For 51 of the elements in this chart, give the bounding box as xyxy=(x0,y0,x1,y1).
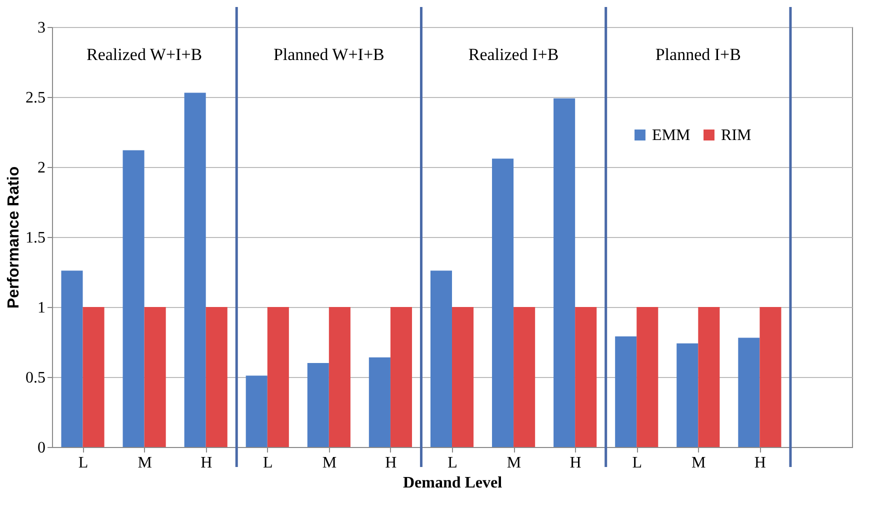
bar xyxy=(61,270,83,447)
annotation: Planned W+I+B xyxy=(273,45,384,64)
x-tick-label: M xyxy=(138,454,152,472)
x-tick-label: H xyxy=(385,454,398,472)
bar xyxy=(514,307,536,447)
bar xyxy=(554,98,576,447)
x-tick-label: L xyxy=(78,454,88,472)
bar xyxy=(430,270,452,447)
x-tick-label: H xyxy=(754,454,766,472)
bar xyxy=(615,336,637,447)
annotation: Realized W+I+B xyxy=(86,45,202,64)
bar xyxy=(246,376,268,447)
bar xyxy=(368,357,390,447)
y-tick-label: 1.5 xyxy=(26,230,46,246)
bar xyxy=(698,307,720,447)
bar xyxy=(144,307,166,447)
bar xyxy=(492,158,514,447)
bar xyxy=(122,150,144,447)
bar xyxy=(206,307,228,447)
bar xyxy=(636,307,658,447)
annotation: Realized I+B xyxy=(468,45,559,64)
bar xyxy=(328,307,350,447)
x-tick-label: L xyxy=(448,454,458,472)
bar xyxy=(676,343,698,447)
legend-label: RIM xyxy=(721,127,752,144)
bar xyxy=(738,338,760,447)
bar xyxy=(267,307,289,447)
x-axis-title: Demand Level xyxy=(402,474,503,492)
y-axis-title: Performance Ratio xyxy=(6,166,22,309)
x-tick-label: L xyxy=(262,454,273,472)
x-tick-label: M xyxy=(506,454,522,472)
bar xyxy=(760,307,782,447)
bar xyxy=(82,307,104,447)
bar xyxy=(307,363,329,447)
bar xyxy=(184,92,206,447)
x-tick-label: M xyxy=(322,454,337,472)
x-tick-label: H xyxy=(570,454,582,472)
bar xyxy=(575,307,597,447)
y-tick-label: 2 xyxy=(38,160,46,176)
legend-label: EMM xyxy=(652,127,690,144)
y-tick-label: 1 xyxy=(38,300,46,316)
x-tick-label: M xyxy=(692,454,706,472)
y-tick-label: 0 xyxy=(38,440,46,456)
y-tick-label: 3 xyxy=(38,20,46,36)
y-tick-label: 0.5 xyxy=(26,370,46,386)
annotation: Planned I+B xyxy=(655,45,741,64)
x-tick-label: L xyxy=(632,454,642,472)
y-tick-label: 2.5 xyxy=(26,90,46,106)
bar xyxy=(452,307,474,447)
x-tick-label: H xyxy=(200,454,213,472)
bar xyxy=(390,307,412,447)
